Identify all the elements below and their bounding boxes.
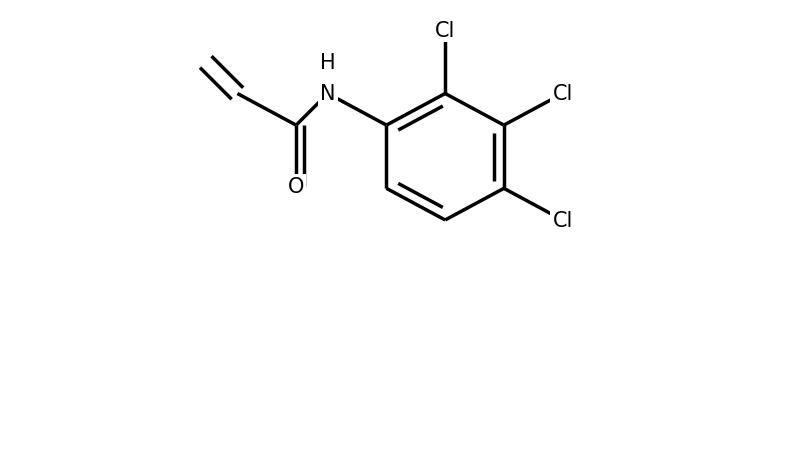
Text: Cl: Cl xyxy=(553,211,573,230)
Text: Cl: Cl xyxy=(435,21,455,41)
Text: N: N xyxy=(320,84,335,104)
Text: O: O xyxy=(288,177,304,196)
Text: Cl: Cl xyxy=(553,84,573,104)
Text: H: H xyxy=(320,53,335,73)
